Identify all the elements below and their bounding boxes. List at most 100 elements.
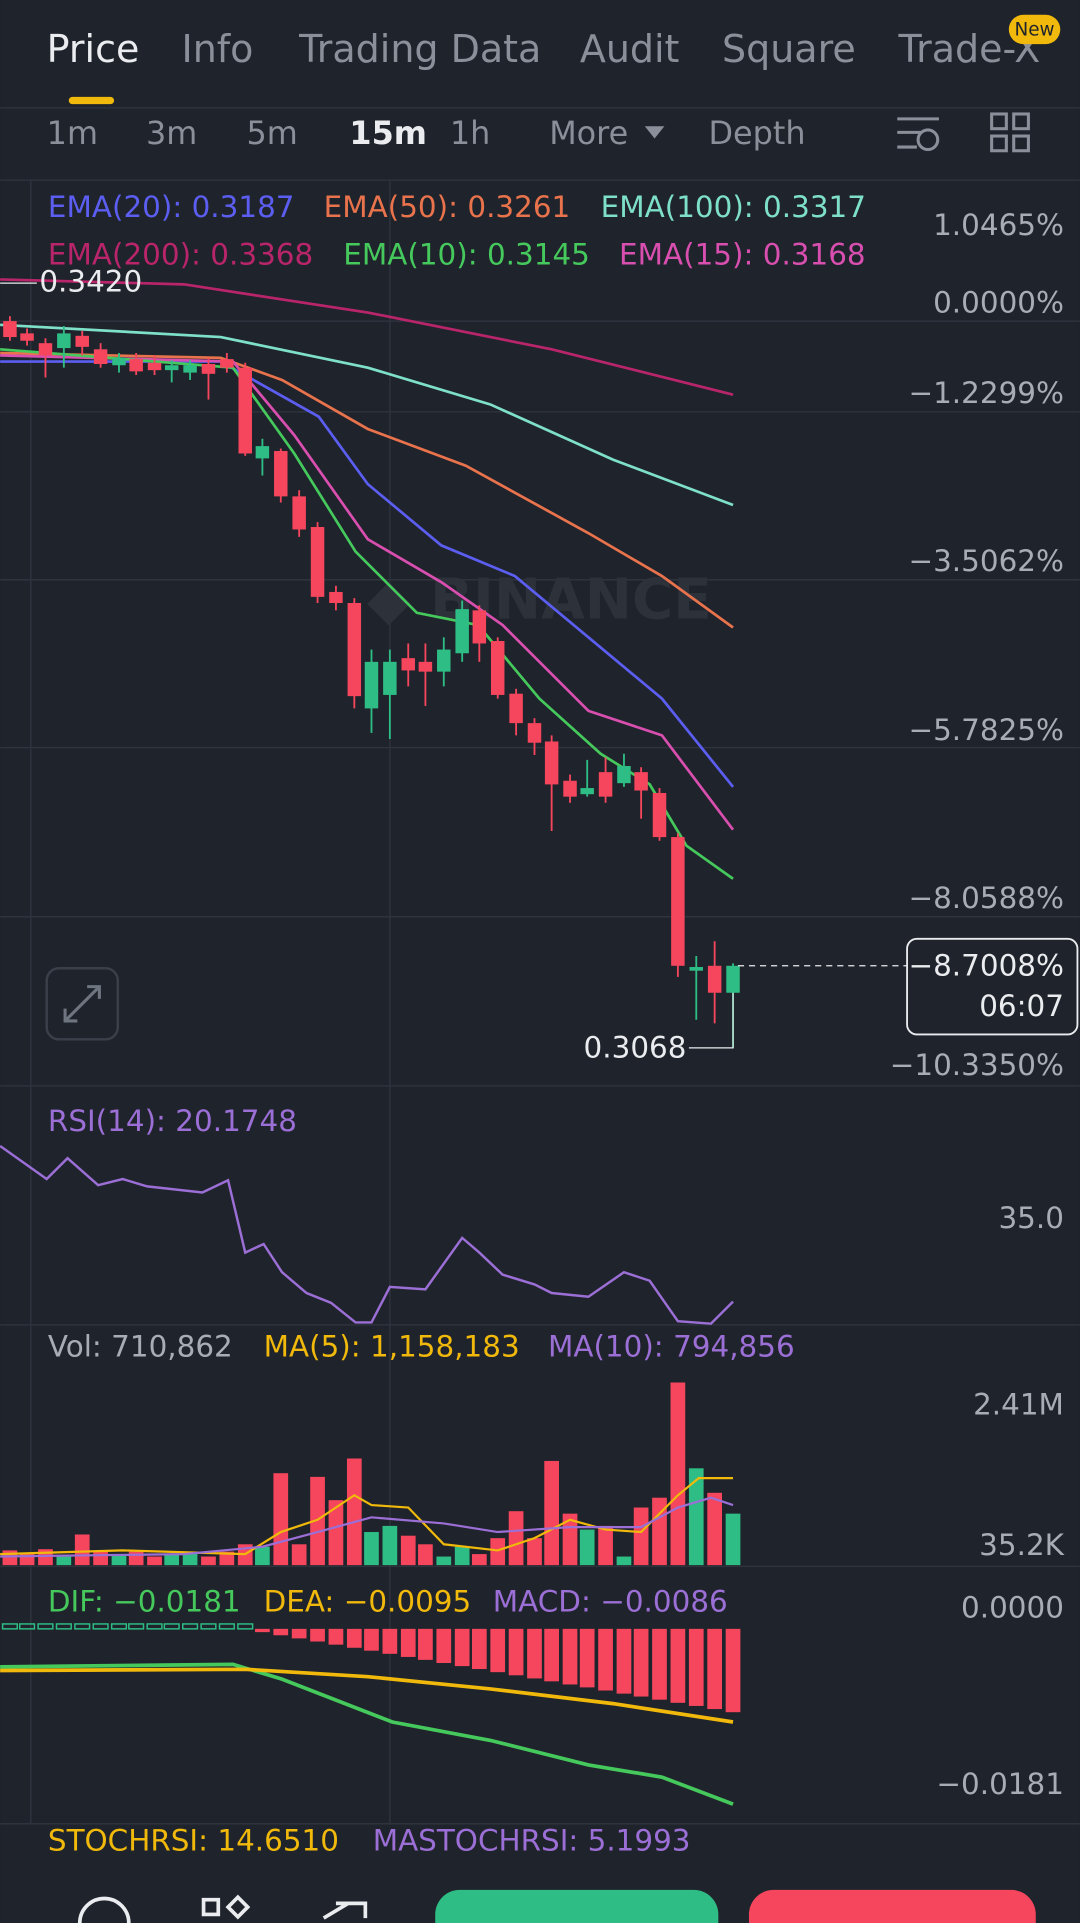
volume-bar [147, 1556, 162, 1566]
macd-bar [598, 1628, 613, 1691]
volume-bar [418, 1544, 433, 1566]
volume-legend: MA(10): 794,856 [548, 1330, 795, 1364]
volume-bar [400, 1535, 416, 1566]
volume-bar [688, 1468, 704, 1566]
volume-bar [725, 1513, 741, 1566]
macd-bar [725, 1628, 741, 1713]
candle-body [164, 365, 179, 371]
volume-bar [164, 1554, 180, 1566]
price-axis-label: −5.7825% [908, 713, 1063, 747]
macd-bar [273, 1628, 289, 1636]
candle-body [292, 496, 306, 530]
candle-body [112, 357, 126, 366]
tab[interactable]: Square [722, 27, 856, 71]
watermark: ◆ BINANCE [367, 568, 712, 633]
buy-button[interactable] [435, 1889, 719, 1923]
expand-button[interactable] [45, 967, 119, 1041]
interval[interactable]: 15m [349, 114, 427, 152]
low-marker [688, 992, 734, 1049]
volume-bar [291, 1544, 307, 1566]
macd-bar [92, 1623, 109, 1630]
macd-bar [436, 1628, 452, 1663]
volume-bar [219, 1551, 235, 1566]
macd-bar [110, 1623, 128, 1630]
interval[interactable]: 3m [146, 114, 197, 152]
interval[interactable]: 5m [246, 114, 297, 152]
macd-bar [328, 1628, 344, 1645]
price-axis-label: 0.0000% [933, 285, 1064, 319]
candle-body [527, 723, 542, 743]
candle-body [437, 649, 451, 672]
volume-bar [382, 1525, 398, 1566]
macd-legend: DEA: −0.0095 [264, 1585, 472, 1619]
tab[interactable]: Trading Data [298, 27, 541, 71]
candle-body [490, 641, 505, 695]
macd-bar [255, 1628, 270, 1633]
volume-bar [93, 1551, 108, 1566]
candle-body [689, 967, 704, 971]
interval[interactable]: 1m [47, 114, 98, 152]
volume-bar [328, 1500, 344, 1566]
stochrsi-legend: STOCHRSI: 14.6510 [48, 1824, 339, 1858]
macd-bar [688, 1628, 704, 1706]
volume-bar [579, 1529, 595, 1566]
ema-legend: EMA(10): 0.3145 [343, 238, 590, 272]
ma10-line [0, 1496, 734, 1558]
volume-bar [273, 1473, 289, 1566]
volume-bar [707, 1492, 723, 1566]
tab[interactable]: Price [47, 27, 140, 71]
ema-legend: EMA(200): 0.3368 [48, 238, 313, 272]
low-label: 0.3068 [584, 1031, 687, 1065]
current-price-box [906, 937, 1079, 1036]
candle-body [544, 741, 559, 785]
candle-body [598, 772, 613, 797]
candle-body [455, 609, 469, 654]
macd-bar [163, 1623, 180, 1630]
macd-bar [55, 1623, 72, 1630]
interval[interactable]: Depth [709, 114, 806, 152]
bottom-icon[interactable] [322, 1901, 368, 1920]
macd-bar [181, 1623, 199, 1630]
macd-bar [128, 1623, 145, 1630]
price-axis-label: −3.5062% [908, 544, 1063, 578]
volume-bar [490, 1538, 506, 1566]
candle-body [472, 610, 487, 644]
candle-body [3, 321, 17, 338]
dropdown-arrow [644, 126, 665, 139]
interval[interactable]: More [549, 114, 628, 152]
volume-bar [56, 1556, 72, 1566]
macd-bar [579, 1628, 595, 1688]
volume-bar [436, 1556, 452, 1566]
volume-bar [598, 1525, 613, 1566]
macd-bar [310, 1628, 325, 1642]
tab-indicator [68, 96, 115, 105]
tab[interactable]: Audit [580, 27, 680, 71]
macd-bar [291, 1628, 307, 1639]
interval[interactable]: 1h [450, 114, 490, 152]
layout-icon[interactable] [990, 112, 1030, 153]
macd-bar [707, 1628, 723, 1710]
candle-body [75, 335, 89, 347]
volume-bar [544, 1460, 559, 1566]
price-axis-label: −10.3350% [890, 1048, 1064, 1082]
candle-body [617, 766, 631, 784]
settings-icon[interactable] [897, 117, 940, 152]
stochrsi-legend: MASTOCHRSI: 5.1993 [373, 1824, 691, 1858]
ema-legend: EMA(50): 0.3261 [324, 190, 571, 224]
bottom-icon[interactable] [77, 1896, 131, 1923]
macd-bar [200, 1623, 217, 1630]
candle-body [147, 362, 162, 371]
volume-bar [182, 1551, 198, 1566]
candle-body [93, 349, 108, 365]
candle-body [652, 792, 667, 838]
bottom-icon[interactable] [201, 1894, 251, 1920]
macd-bar [544, 1628, 559, 1682]
sell-button[interactable] [748, 1889, 1036, 1923]
macd-bar [382, 1628, 398, 1654]
candle-body [129, 359, 143, 372]
tab[interactable]: Info [182, 27, 254, 71]
macd-bar [1, 1623, 19, 1630]
candle-body [183, 365, 197, 373]
rsi-line [0, 1144, 734, 1325]
